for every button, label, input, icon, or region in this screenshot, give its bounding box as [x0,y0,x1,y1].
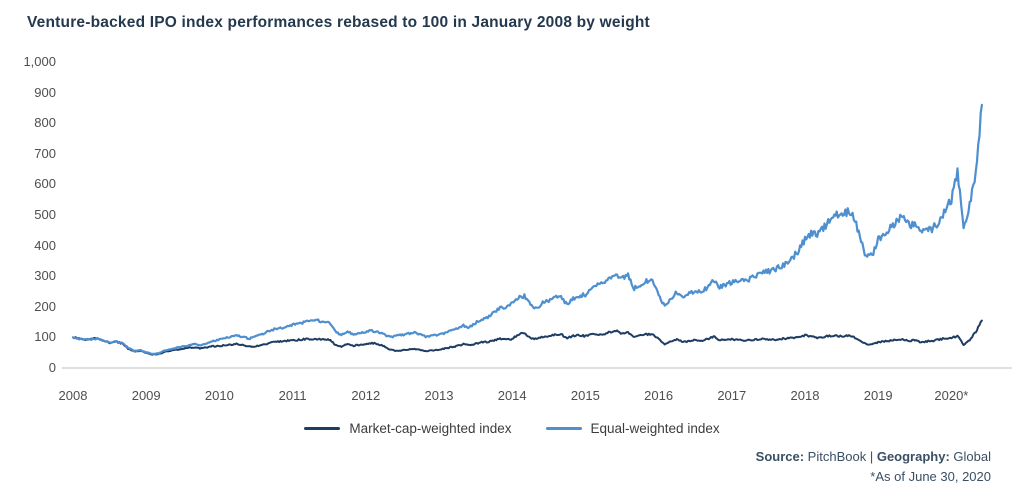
series-line-market-cap-weighted [72,319,983,356]
y-tick-label: 600 [34,176,56,192]
x-tick-label: 2010 [204,388,234,403]
y-tick-label: 100 [34,329,56,345]
x-tick-label: 2012 [351,388,381,403]
market-cap-line-swatch [304,427,341,430]
x-tick-label: 2018 [790,388,820,403]
x-tick-label: 2008 [58,388,88,403]
y-tick-label: 700 [34,145,56,161]
x-tick-label: 2016 [644,388,674,403]
asof-note: *As of June 30, 2020 [870,469,991,485]
geography-value: Global [949,449,991,464]
x-tick-label: 2009 [131,388,161,403]
legend-label-equal-weighted: Equal-weighted index [590,421,720,436]
x-tick-label: 2017 [717,388,747,403]
x-tick-label: 2019 [863,388,893,403]
legend-item-equal-weighted: Equal-weighted index [545,421,720,436]
x-tick-label: 2015 [570,388,600,403]
y-tick-label: 1,000 [23,54,56,69]
source-value: PitchBook [804,449,867,464]
chart-footer: Source: PitchBook | Geography: Global *A… [756,447,991,487]
source-line: Source: PitchBook | Geography: Global [756,447,991,467]
x-tick-label: 2020* [934,388,969,403]
y-tick-label: 0 [48,360,56,375]
chart-legend: Market-cap-weighted index Equal-weighted… [0,421,1024,436]
series-line-equal-weighted [71,103,984,356]
y-tick-label: 400 [34,237,56,253]
y-tick-label: 300 [34,268,56,284]
y-tick-label: 200 [34,298,56,314]
y-tick-label: 800 [34,115,56,131]
legend-item-market-cap: Market-cap-weighted index [304,421,512,436]
chart-title: Venture-backed IPO index performances re… [27,14,650,31]
x-tick-label: 2013 [424,388,454,403]
y-tick-label: 900 [34,84,56,100]
geography-label: Geography: [876,449,950,464]
source-label: Source: [755,449,805,464]
y-tick-label: 500 [34,207,56,222]
footer-separator: | [866,449,877,464]
equal-weighted-line-swatch [545,427,582,430]
x-tick-label: 2014 [497,388,527,403]
legend-label-market-cap: Market-cap-weighted index [349,421,512,436]
x-tick-label: 2011 [278,388,307,403]
